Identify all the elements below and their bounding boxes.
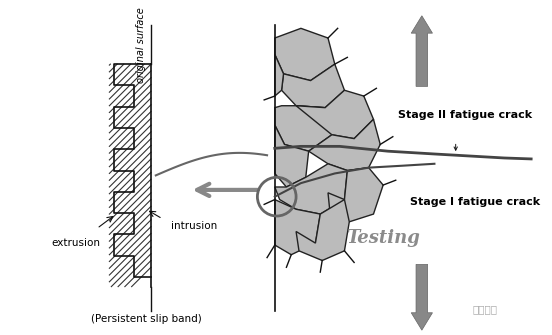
Polygon shape — [275, 125, 309, 187]
Polygon shape — [275, 106, 332, 151]
Polygon shape — [275, 55, 284, 96]
Polygon shape — [275, 200, 320, 255]
Text: Stage I fatigue crack: Stage I fatigue crack — [410, 197, 540, 207]
Polygon shape — [328, 168, 383, 222]
Text: original surface: original surface — [136, 7, 146, 83]
Text: 模态空间: 模态空间 — [472, 304, 497, 314]
Polygon shape — [296, 200, 349, 261]
Polygon shape — [275, 164, 347, 214]
Polygon shape — [309, 119, 380, 171]
Text: Testing: Testing — [346, 229, 420, 247]
Text: Stage II fatigue crack: Stage II fatigue crack — [399, 111, 533, 120]
Text: (Persistent slip band): (Persistent slip band) — [91, 314, 201, 324]
Polygon shape — [275, 28, 335, 81]
Polygon shape — [296, 90, 374, 139]
FancyArrow shape — [411, 16, 432, 86]
Text: extrusion: extrusion — [51, 238, 100, 248]
Text: intrusion: intrusion — [171, 221, 217, 231]
FancyArrow shape — [411, 264, 432, 330]
Polygon shape — [282, 64, 344, 108]
